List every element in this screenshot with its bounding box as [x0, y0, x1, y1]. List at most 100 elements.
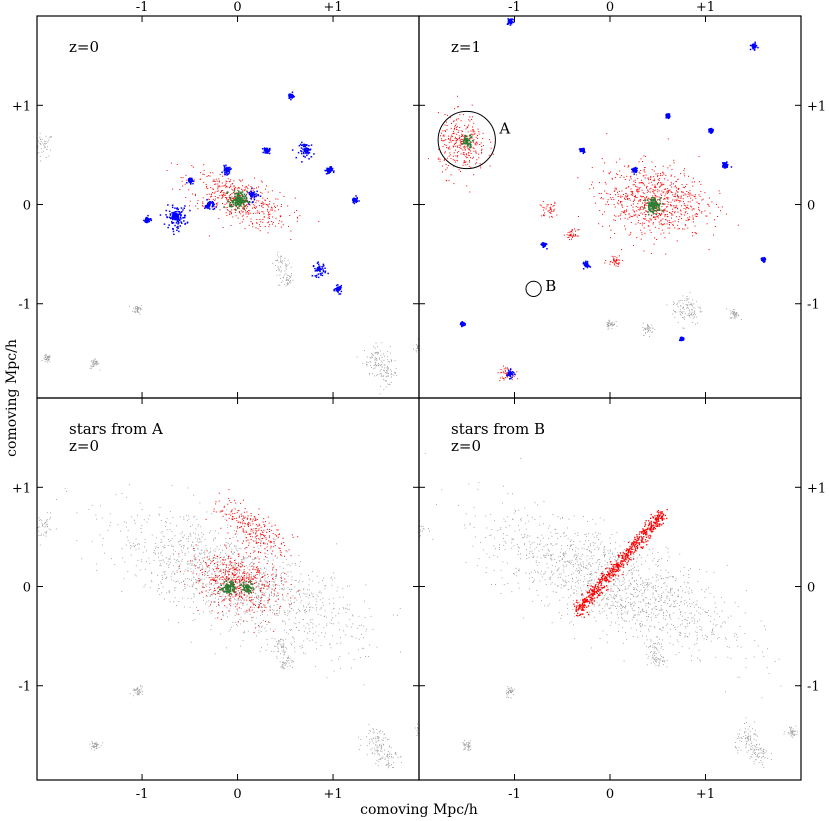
x-tick-label: +1 [696, 0, 715, 15]
marker-A: A [437, 110, 510, 170]
clump-core-blue-9 [224, 167, 229, 172]
panel-bottom-right [419, 453, 801, 768]
clump-blue-8 [760, 256, 767, 263]
series-gray [37, 484, 419, 769]
clump-green-0 [461, 134, 474, 149]
clump-blue-2 [311, 261, 329, 279]
series-blue [459, 18, 767, 380]
x-tick-label: -1 [508, 787, 521, 802]
clump-gray-3 [646, 652, 668, 668]
clump-blue-1 [291, 141, 315, 163]
clump-red-3 [604, 255, 623, 267]
clump-blue-10 [665, 113, 671, 120]
clump-gray-4 [505, 686, 515, 699]
clump-blue-6 [679, 336, 685, 342]
clump-red-0 [178, 518, 299, 633]
series-green [223, 190, 251, 211]
series-gray [606, 291, 742, 337]
clump-core-blue-4 [722, 162, 727, 167]
clump-core-blue-9 [579, 147, 584, 152]
series-red [573, 508, 668, 618]
clump-gray-0 [56, 484, 401, 686]
panel-frame [36, 15, 420, 399]
clump-blue-2 [631, 166, 638, 175]
clump-blue-0 [159, 204, 191, 236]
clump-blue-3 [245, 187, 262, 205]
clump-green-1 [643, 196, 664, 216]
x-tick-label: +1 [323, 0, 342, 15]
y-tick-label: -1 [18, 680, 31, 695]
clump-core-blue-2 [316, 266, 322, 272]
clump-green-0 [218, 577, 236, 595]
panel-label: stars from A [69, 420, 163, 438]
clump-green-0 [223, 190, 251, 211]
y-tick-label: +1 [12, 99, 31, 114]
y-axis-label: comoving Mpc/h [4, 339, 20, 457]
clump-core-blue-2 [631, 167, 636, 172]
x-tick-label: 0 [606, 787, 614, 802]
clump-core-blue-10 [665, 113, 670, 118]
clump-core-green-0 [464, 138, 469, 142]
clump-core-blue-1 [751, 43, 756, 48]
panel-label: stars from B [451, 420, 545, 438]
clump-core-blue-3 [249, 192, 254, 197]
clump-blue-12 [708, 127, 714, 134]
clump-core-blue-5 [288, 93, 293, 98]
clump-core-green-0 [234, 196, 241, 203]
clump-blue-10 [261, 147, 271, 155]
clump-core-blue-3 [541, 242, 546, 247]
y-tick-label: 0 [807, 581, 815, 596]
panel-bottom-left [37, 484, 419, 769]
clump-blue-11 [459, 321, 466, 328]
clump-blue-11 [186, 177, 195, 185]
y-tick-label: 0 [807, 199, 815, 214]
clump-gray-3 [276, 650, 295, 670]
clump-gray-2 [644, 635, 663, 663]
marker-label-A: A [498, 120, 510, 138]
clump-gray-6 [747, 739, 772, 768]
clump-gray-2 [726, 308, 742, 320]
x-tick-label: +1 [323, 787, 342, 802]
clump-blue-9 [578, 147, 586, 155]
series-red [178, 489, 299, 633]
panel-label: z=1 [451, 38, 481, 56]
clump-core-blue-6 [335, 286, 340, 291]
clump-core-blue-6 [679, 336, 684, 341]
clump-blue-4 [204, 199, 217, 211]
clump-gray-8 [414, 723, 419, 736]
y-tick-label: +1 [12, 481, 31, 496]
x-tick-label: 0 [233, 0, 241, 15]
clump-blue-0 [506, 18, 515, 26]
clump-gray-0 [37, 132, 52, 162]
clump-core-blue-10 [264, 147, 269, 152]
clump-core-blue-7 [507, 371, 512, 376]
clump-gray-2 [276, 270, 294, 287]
clump-gray-5 [357, 723, 392, 762]
clump-red-5 [563, 228, 580, 241]
panel-label: z=0 [451, 437, 481, 455]
clump-core-blue-5 [584, 262, 589, 267]
y-tick-label: -1 [807, 298, 820, 313]
clump-core-green-0 [225, 584, 231, 589]
clump-gray-1 [642, 322, 656, 337]
panel-label: z=0 [69, 38, 99, 56]
clump-gray-0 [424, 453, 801, 699]
clump-core-blue-7 [352, 197, 357, 202]
x-tick-label: 0 [606, 0, 614, 15]
panel-frame [418, 15, 802, 399]
x-tick-label: -1 [136, 0, 149, 15]
clump-blue-9 [221, 164, 232, 176]
y-tick-label: 0 [23, 199, 31, 214]
clump-gray-2 [271, 637, 288, 659]
x-tick-label: +1 [696, 787, 715, 802]
clump-core-blue-11 [187, 177, 192, 182]
clump-blue-7 [506, 368, 516, 380]
marker-label-B: B [545, 277, 556, 295]
y-tick-label: -1 [18, 298, 31, 313]
clump-gray-8 [783, 725, 798, 738]
clump-core-blue-8 [144, 217, 149, 222]
clump-gray-7 [462, 740, 472, 751]
panel-label: z=0 [69, 437, 99, 455]
clump-gray-0 [666, 291, 703, 329]
